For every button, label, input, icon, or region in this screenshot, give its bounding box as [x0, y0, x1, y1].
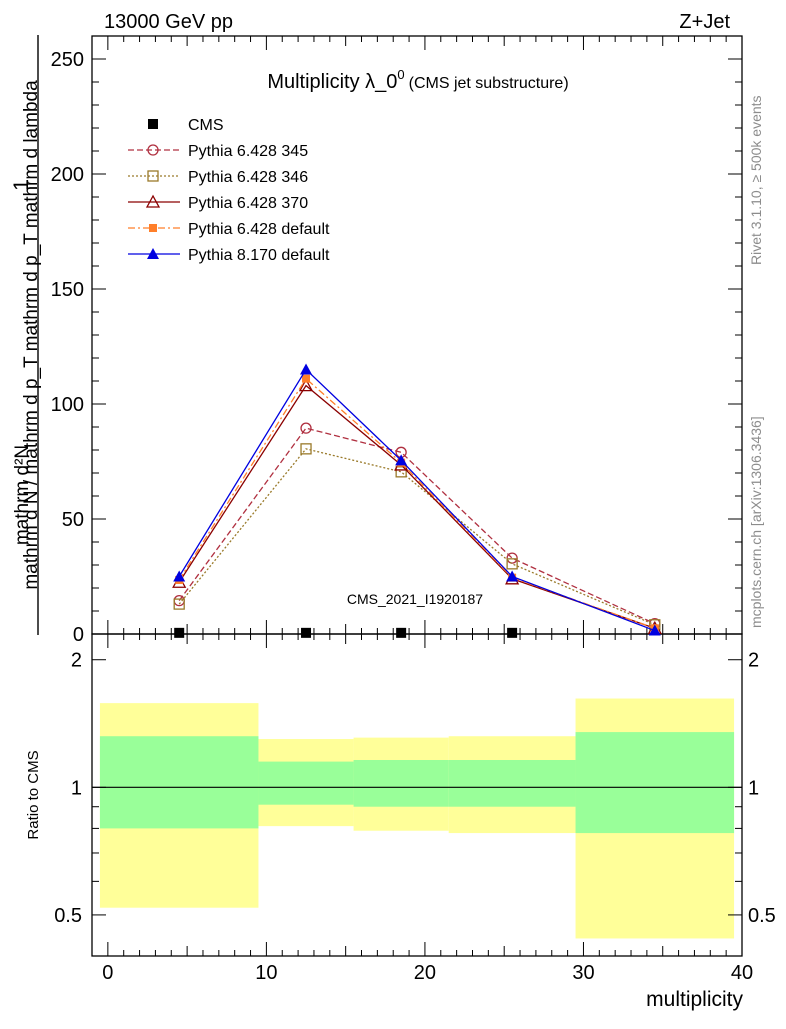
ylabel-numerator-2: mathrm d²N [12, 445, 33, 545]
legend: CMS Pythia 6.428 345 Pythia 6.428 346 Pythi… [128, 117, 330, 264]
series-0-point-3 [507, 627, 518, 638]
ratio-ytick-label-left-2: 2 [71, 650, 82, 672]
title-main: Multiplicity λ_0 [267, 71, 397, 93]
rivet-label: Rivet 3.1.10, ≥ 500k events [748, 95, 764, 265]
ratio-ytick-label-right-1: 1 [748, 777, 759, 799]
main-panel: 0 50 100 150 200 250 [51, 35, 743, 646]
series-5-point-1 [300, 363, 313, 375]
ratio-band-green-4 [575, 732, 735, 834]
legend-entry-2: Pythia 6.428 346 [128, 169, 308, 186]
series-2-point-2 [395, 466, 407, 478]
series-5-point-2 [395, 454, 408, 466]
series-1-point-1 [300, 422, 312, 434]
legend-marker-5 [147, 248, 159, 259]
legend-label-3: Pythia 6.428 370 [188, 195, 308, 212]
mcplots-label: mcplots.cern.ch [arXiv:1306.3436] [748, 416, 764, 628]
ratio-ytick-label-left-0: 0.5 [54, 905, 82, 927]
ylabel-denominator: mathrm d N / mathrm d p_T mathrm d p_T m… [21, 80, 42, 590]
legend-entry-1: Pythia 6.428 345 [128, 143, 308, 160]
series-1-point-3 [506, 552, 518, 564]
legend-marker-3 [145, 194, 161, 208]
series-0-point-0 [174, 627, 185, 638]
series-5-point-0 [173, 570, 186, 582]
main-ytick-label-0: 0 [73, 624, 84, 646]
ratio-ytick-label-right-0: 0.5 [748, 905, 776, 927]
main-plot-area [172, 363, 662, 638]
header-right: Z+Jet [679, 11, 730, 33]
legend-entry-4: Pythia 6.428 default [128, 221, 330, 238]
legend-entry-0: CMS [148, 117, 224, 134]
main-ytick-label-4: 200 [51, 164, 84, 186]
ratio-ytick-label-right-2: 2 [748, 650, 759, 672]
series-4-point-1 [302, 374, 311, 383]
series-2-point-0 [173, 598, 185, 610]
legend-label-0: CMS [188, 117, 224, 134]
series-5 [173, 363, 661, 636]
legend-label-4: Pythia 6.428 default [188, 221, 330, 238]
legend-entry-5: Pythia 8.170 default [128, 247, 330, 264]
xtick-label-1: 10 [255, 962, 277, 984]
title-subtitle: (CMS jet substructure) [409, 75, 569, 92]
ratio-ytick-label-left-1: 1 [71, 777, 82, 799]
ratio-band-green-2 [353, 760, 449, 807]
legend-label-5: Pythia 8.170 default [188, 247, 330, 264]
main-ytick-label-3: 150 [51, 279, 84, 301]
header-left: 13000 GeV pp [104, 11, 233, 33]
series-line-2 [178, 448, 656, 626]
main-ytick-label-5: 250 [51, 49, 84, 71]
watermark: CMS_2021_I1920187 [347, 591, 483, 607]
xtick-label-2: 20 [414, 962, 436, 984]
series-2-point-3 [506, 558, 518, 570]
legend-entry-3: Pythia 6.428 370 [128, 194, 308, 212]
xaxis-label: multiplicity [646, 988, 743, 1011]
title-sup: 0 [397, 67, 404, 82]
series-0 [174, 627, 518, 638]
legend-marker-0 [148, 119, 158, 129]
legend-marker-1 [147, 144, 159, 156]
ratio-band-green-0 [99, 736, 259, 829]
xtick-label-3: 30 [572, 962, 594, 984]
series-5-point-4 [648, 624, 661, 636]
legend-label-2: Pythia 6.428 346 [188, 169, 308, 186]
main-title: Multiplicity λ_00 (CMS jet substructure) [267, 67, 568, 93]
legend-label-1: Pythia 6.428 345 [188, 143, 308, 160]
ratio-ylabel: Ratio to CMS [25, 750, 42, 839]
main-ytick-label-2: 100 [51, 394, 84, 416]
ratio-panel: 0.5 0.51 12 20 10 20 30 40 [54, 36, 776, 984]
ratio-band-green-3 [448, 760, 576, 807]
series-2-point-1 [300, 443, 312, 455]
series-0-point-2 [396, 627, 407, 638]
legend-marker-2 [147, 170, 159, 182]
series-line-1 [178, 427, 656, 625]
main-ytick-label-1: 50 [62, 509, 84, 531]
xtick-label-0: 0 [102, 962, 113, 984]
main-ylabel: 1 mathrm d N / mathrm d p_T mathrm d p_T… [10, 35, 42, 635]
xtick-label-4: 40 [731, 962, 753, 984]
series-0-point-1 [301, 627, 312, 638]
svg-text:Multiplicity λ_00(CMS jet subs: Multiplicity λ_00 (CMS jet substructure) [267, 67, 568, 93]
ylabel-numerator-1: 1 [10, 179, 33, 191]
legend-marker-4 [149, 224, 157, 232]
series-5-point-3 [506, 570, 519, 582]
ratio-band-green-1 [258, 761, 354, 805]
series-3-point-1 [298, 378, 314, 392]
